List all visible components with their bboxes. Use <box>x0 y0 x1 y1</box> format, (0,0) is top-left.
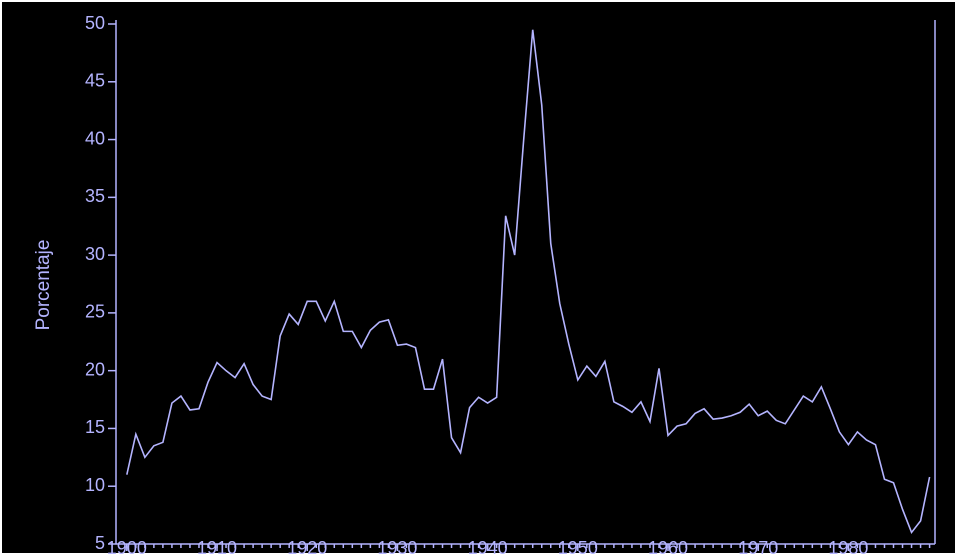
x-tick-label: 1970 <box>738 538 778 555</box>
data-line <box>126 29 931 535</box>
y-tick-label: 50 <box>85 13 105 33</box>
y-tick-label: 40 <box>85 128 105 148</box>
x-tick-label: 1940 <box>468 538 508 555</box>
y-tick-label: 10 <box>85 475 105 495</box>
y-tick-label: 30 <box>85 244 105 264</box>
y-tick-label: 20 <box>85 359 105 379</box>
y-tick-label: 25 <box>85 302 105 322</box>
x-tick-label: 1920 <box>287 538 327 555</box>
x-tick-label: 1900 <box>107 538 147 555</box>
y-axis-label: Porcentaje <box>33 240 54 331</box>
x-tick-label: 1910 <box>197 538 237 555</box>
y-tick-label: 5 <box>95 533 105 553</box>
x-tick-label: 1950 <box>558 538 598 555</box>
y-tick-label: 15 <box>85 417 105 437</box>
y-tick-label: 35 <box>85 186 105 206</box>
x-tick-label: 1980 <box>828 538 868 555</box>
y-tick-label: 45 <box>85 71 105 91</box>
x-tick-label: 1930 <box>377 538 417 555</box>
x-tick-label: 1960 <box>648 538 688 555</box>
